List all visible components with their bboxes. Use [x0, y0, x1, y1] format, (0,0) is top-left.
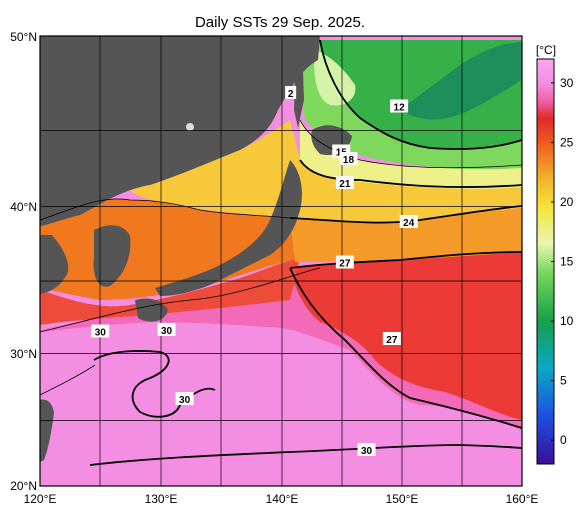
isotherm-label: 12: [390, 99, 409, 114]
isotherm-27-south: [289, 267, 522, 429]
lat-label-30n: 30°N: [10, 347, 37, 361]
graticule: [40, 36, 522, 486]
isotherm-label-text: 27: [339, 259, 351, 270]
plot-area: 21215182124272730303030: [40, 36, 522, 486]
isotherm-label: 30: [357, 443, 376, 457]
isotherm-label-text: 30: [161, 326, 173, 337]
isotherm-21: [299, 159, 522, 188]
colorbar-tick-label: 10: [560, 314, 574, 328]
colorbar-tick-label: 20: [560, 195, 574, 209]
lat-label-50n: 50°N: [10, 30, 37, 44]
isotherm-label-text: 18: [343, 155, 355, 166]
isotherm-29: [40, 267, 321, 333]
colorbar-tick-label: 15: [560, 255, 574, 269]
colorbar-tick-label: 30: [560, 76, 574, 90]
isotherm-label-text: 27: [386, 335, 398, 346]
isotherm-label: 24: [399, 215, 418, 229]
lat-label-20n: 20°N: [10, 479, 37, 493]
colorbar-ticks: 30 25 20 15 10 5 0: [551, 76, 574, 447]
isotherm-label-text: 30: [361, 446, 373, 457]
colorbar-tick-label: 25: [560, 135, 574, 149]
isotherm-25: [40, 198, 291, 221]
sakhalin-island: [294, 40, 304, 128]
isotherm-label-text: 12: [394, 103, 406, 114]
isotherm-label: 30: [175, 392, 194, 406]
isotherm-label: 2: [285, 86, 297, 100]
longitude-labels: 120°E 130°E 140°E 150°E 160°E: [24, 492, 539, 506]
map-title: Daily SSTs 29 Sep. 2025.: [195, 14, 365, 31]
isotherm-30-south: [89, 444, 522, 466]
taiwan-island: [40, 399, 54, 462]
lon-label-150e: 150°E: [386, 492, 419, 506]
lon-label-140e: 140°E: [266, 492, 299, 506]
isotherm-label: 30: [91, 324, 110, 339]
sst-band-24: [290, 206, 522, 262]
sst-band-27: [290, 252, 522, 420]
isotherm-12: [319, 39, 522, 150]
korean-peninsula: [93, 225, 131, 287]
colorbar-tick-label: 0: [560, 433, 567, 447]
isotherm-label-box: [357, 443, 376, 456]
isotherm-label: 30: [157, 323, 176, 337]
isotherm-27: [289, 251, 522, 269]
isotherm-label-text: 30: [95, 328, 107, 339]
isotherm-label-box: [335, 255, 354, 269]
shandong-region: [40, 235, 69, 294]
sst-band-9: [400, 42, 522, 120]
sst-band-18: [300, 120, 522, 189]
isotherm-label-box: [399, 215, 418, 228]
lat-label-40n: 40°N: [10, 200, 37, 214]
sst-band-21: [130, 120, 522, 223]
plot-frame: [39, 35, 523, 487]
lon-label-120e: 120°E: [24, 492, 57, 506]
isotherm-label-text: 30: [179, 395, 191, 406]
colorbar-tick-label: 5: [560, 374, 567, 388]
honshu-island: [155, 160, 302, 296]
isotherm-label: 27: [335, 255, 354, 270]
isotherm-label-box: [175, 392, 194, 405]
lon-label-160e: 160°E: [506, 492, 539, 506]
isotherm-label-text: 24: [403, 218, 415, 229]
isotherm-label-text: 2: [288, 89, 294, 100]
isotherm-label-box: [91, 324, 110, 338]
isotherm-label-box: [339, 152, 358, 165]
isotherm-18: [299, 119, 522, 169]
sst-band-27-west: [40, 258, 300, 325]
isotherm-label-box: [390, 99, 409, 113]
isotherm-label: 27: [382, 332, 401, 346]
isotherm-24: [289, 205, 522, 224]
isotherm-label: 18: [339, 152, 358, 166]
isotherm-label-box: [335, 176, 354, 189]
isotherm-label-box: [382, 332, 401, 345]
latitude-labels: 50°N 40°N 30°N 20°N: [10, 30, 37, 493]
isotherm-labels: 21215182124272730303030: [91, 86, 418, 457]
colorbar-unit: [°C]: [536, 43, 556, 57]
colorbar: [°C] 30 25 20 15 10 5 0: [536, 43, 574, 465]
isotherm-label-box: [285, 86, 297, 99]
isotherm-label-text: 21: [339, 179, 351, 190]
isotherm-30-west: [40, 364, 96, 396]
isotherm-label-box: [157, 323, 176, 336]
lake-khanka: [186, 123, 194, 131]
asian-mainland: [40, 36, 320, 226]
isotherm-label: 21: [335, 176, 354, 190]
sst-band-16: [314, 50, 356, 106]
lon-label-130e: 130°E: [145, 492, 178, 506]
